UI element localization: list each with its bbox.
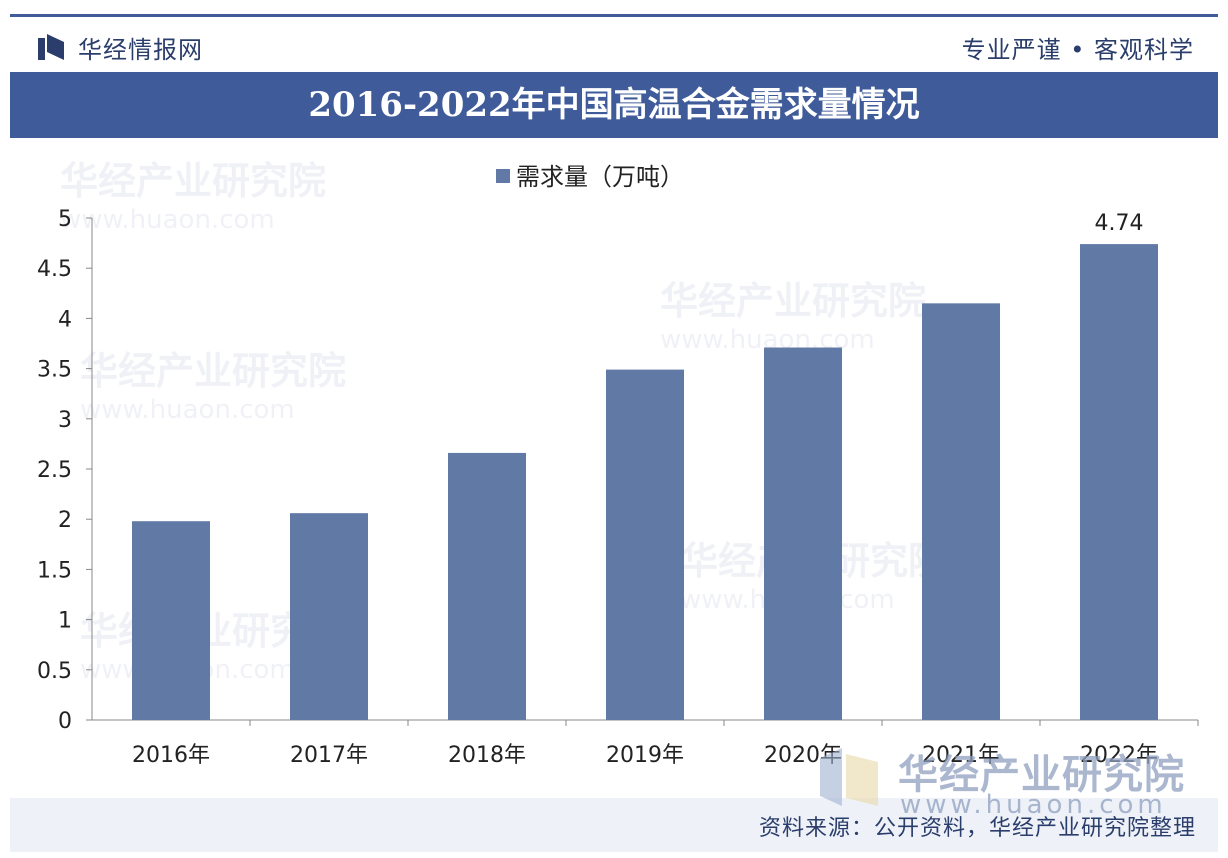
bar (922, 303, 1000, 720)
x-tick-label: 2022年 (1080, 743, 1158, 768)
header-accent-line (10, 14, 1218, 17)
legend: 需求量（万吨） (496, 157, 684, 192)
watermark-url: www.huaon.com (900, 790, 1167, 820)
source-note: 资料来源：公开资料，华经产业研究院整理 (758, 816, 1196, 841)
legend-label: 需求量（万吨） (516, 163, 684, 191)
y-tick-label: 3 (58, 408, 72, 433)
data-label: 4.74 (1095, 211, 1144, 236)
bar (1080, 244, 1158, 720)
brand-logo-icon (38, 34, 64, 60)
x-tick-label: 2021年 (922, 743, 1000, 768)
bar (290, 513, 368, 720)
bar (764, 347, 842, 720)
x-tick-label: 2016年 (132, 743, 210, 768)
watermark-brand: 华经产业研究院 (898, 752, 1185, 798)
y-tick-label: 4.5 (37, 257, 72, 282)
y-tick-label: 1.5 (37, 558, 72, 583)
bar (448, 452, 526, 720)
x-tick-label: 2019年 (606, 743, 684, 768)
y-tick-label: 5 (58, 207, 72, 232)
bar (606, 369, 684, 720)
x-tick-label: 2017年 (290, 743, 368, 768)
bar (132, 521, 210, 720)
y-tick-label: 1 (58, 609, 72, 634)
header-bar: 华经情报网 专业严谨 • 客观科学 (10, 14, 1218, 72)
legend-swatch (496, 169, 510, 183)
slogan: 专业严谨 • 客观科学 (961, 36, 1194, 64)
y-tick-label: 0 (58, 709, 72, 734)
chart-title: 2016-2022年中国高温合金需求量情况 (308, 85, 920, 125)
y-tick-label: 0.5 (37, 659, 72, 684)
watermark-logo-icon (820, 748, 878, 806)
x-tick-label: 2018年 (448, 743, 526, 768)
bars (132, 244, 1158, 720)
title-bar: 2016-2022年中国高温合金需求量情况 (10, 72, 1218, 138)
y-tick-label: 3.5 (37, 358, 72, 383)
brand-name: 华经情报网 (78, 36, 203, 64)
footer: 资料来源：公开资料，华经产业研究院整理 (10, 798, 1218, 852)
y-tick-label: 2 (58, 508, 72, 533)
y-tick-label: 4 (58, 307, 72, 332)
y-tick-label: 2.5 (37, 458, 72, 483)
